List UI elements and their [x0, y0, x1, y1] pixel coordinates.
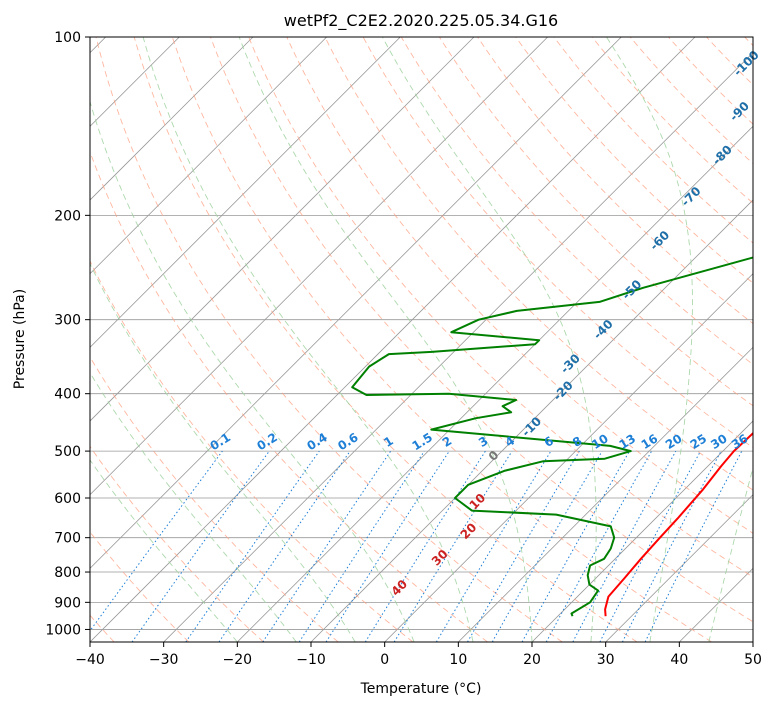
x-tick-label: 40	[670, 652, 688, 668]
isotherm-line	[384, 273, 753, 642]
y-tick-label: 900	[54, 595, 81, 611]
x-tick-label: −40	[75, 652, 105, 668]
moist-adiabat-line	[90, 100, 415, 642]
y-tick-label: 200	[54, 208, 81, 224]
isotherm-line	[90, 37, 622, 569]
dry-adiabat-line	[171, 37, 712, 642]
profile-lines	[351, 256, 753, 617]
dry-adiabat-line	[90, 356, 339, 642]
y-tick-label: 600	[54, 491, 81, 507]
dry-adiabat-line	[286, 37, 753, 534]
moist-adiabat-line	[90, 371, 297, 642]
x-axis: −40 −30 −20 −10 0 10 20 30 40 50	[75, 642, 762, 668]
isotherm-line	[605, 494, 753, 642]
y-tick-label: 1000	[45, 622, 81, 638]
dewpoint-profile-line	[351, 256, 753, 617]
isotherm-line	[90, 37, 696, 642]
mixing-ratio-line	[262, 450, 392, 642]
chart-title: wetPf2_C2E2.2020.225.05.34.G16	[284, 11, 558, 31]
moist-adiabat-line	[142, 37, 474, 642]
y-axis: 100 200 300 400 500 600 700 800 900 1000	[45, 30, 90, 638]
mixing-ratio-line	[218, 450, 351, 642]
dry-adiabat-line	[133, 37, 638, 642]
y-tick-label: 700	[54, 531, 81, 547]
y-tick-label: 100	[54, 30, 81, 46]
dry-adiabat-line	[210, 37, 753, 623]
isotherm-line	[90, 37, 548, 496]
isotherm-line	[90, 37, 401, 348]
x-tick-label: −30	[149, 652, 179, 668]
mixing-ratio-line	[90, 450, 223, 632]
dry-adiabat-line	[90, 259, 414, 642]
mixing-ratio-line	[521, 450, 630, 642]
mixing-ratio-line	[572, 450, 677, 642]
dry-adiabat-line	[324, 37, 753, 491]
isotherm-line	[90, 37, 327, 275]
x-axis-label: Temperature (°C)	[360, 681, 482, 697]
mixing-ratio-line	[393, 450, 513, 642]
dry-adiabat-line	[248, 37, 753, 578]
isotherm-line	[90, 37, 475, 422]
dry-adiabat-line	[90, 445, 264, 642]
plot-frame	[89, 36, 754, 643]
isotherm-line	[163, 52, 753, 642]
moist-adiabat-line	[90, 459, 238, 642]
y-tick-label: 500	[54, 444, 81, 460]
x-tick-label: −10	[296, 652, 326, 668]
y-tick-label: 800	[54, 565, 81, 581]
mixing-ratio-line	[545, 450, 653, 642]
moist-adiabat-line	[382, 37, 597, 642]
moist-adiabat-line	[708, 465, 753, 642]
mixing-ratio-line	[185, 450, 320, 642]
x-tick-label: −20	[223, 652, 253, 668]
isotherm-line	[90, 37, 254, 201]
y-axis-label: Pressure (hPa)	[12, 289, 28, 389]
x-tick-label: 30	[597, 652, 615, 668]
x-tick-label: 50	[744, 652, 762, 668]
mixing-ratio-line	[298, 450, 425, 642]
moist-adiabat-line	[606, 37, 693, 642]
y-tick-label: 400	[54, 387, 81, 403]
y-tick-label: 300	[54, 313, 81, 329]
isotherm-line	[531, 420, 753, 642]
dry-adiabat-line	[95, 37, 563, 642]
moist-adiabat-line	[90, 262, 356, 642]
mixing-ratio-line	[644, 450, 743, 642]
isotherm-line	[458, 346, 753, 642]
moist-adiabat-line	[238, 37, 533, 642]
background-reference-lines	[90, 37, 753, 642]
mixing-ratio-line	[325, 450, 450, 642]
mixing-ratio-line	[131, 450, 270, 642]
x-tick-label: 10	[449, 652, 467, 668]
temperature-profile-line	[604, 431, 753, 617]
isotherm-line	[237, 125, 753, 642]
x-tick-label: 20	[523, 652, 541, 668]
dry-adiabat-line	[515, 37, 753, 284]
x-tick-label: 0	[380, 652, 389, 668]
